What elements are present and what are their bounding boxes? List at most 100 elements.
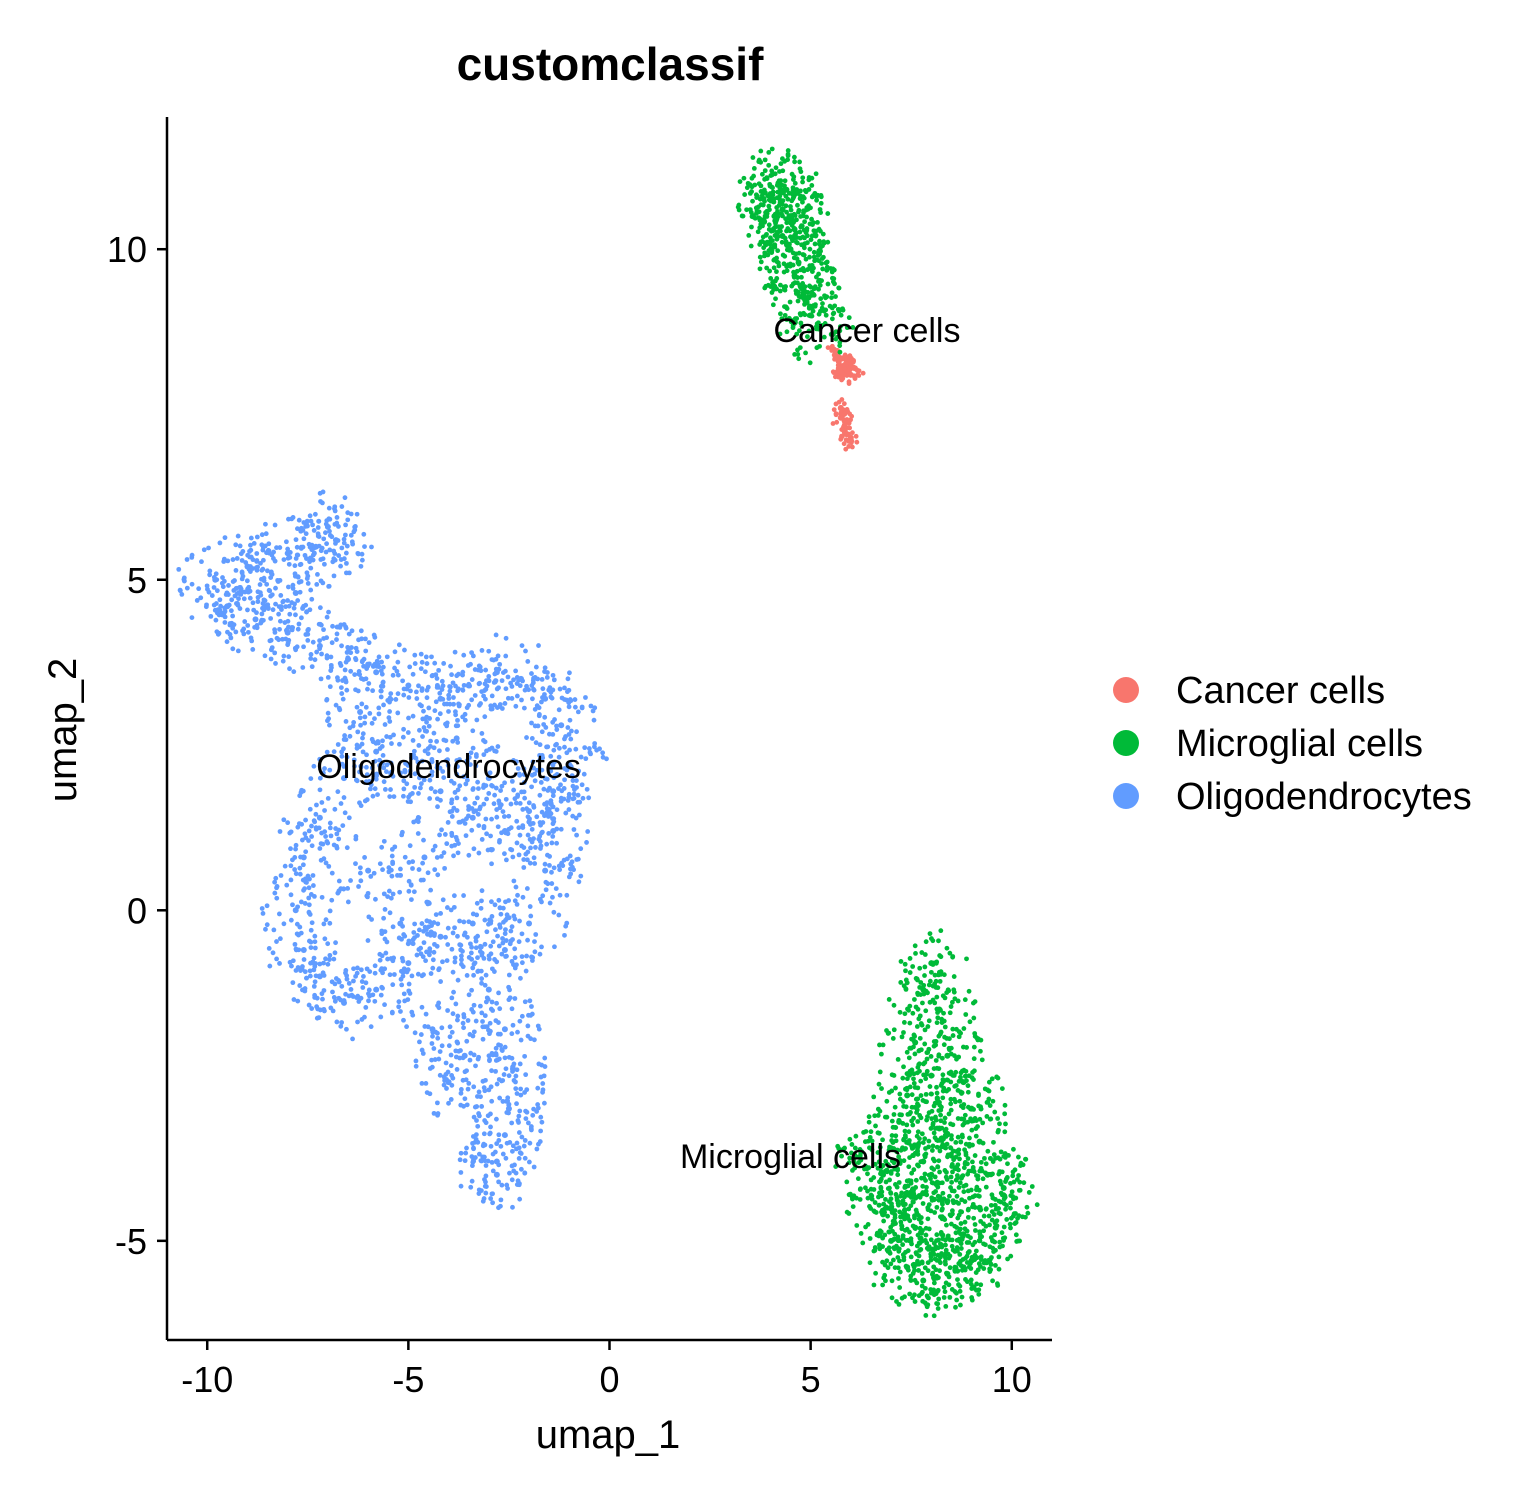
scatter-point-jitter: [961, 1116, 967, 1122]
scatter-point-jitter: [503, 899, 508, 905]
scatter-point-jitter: [333, 826, 339, 831]
scatter-point-jitter: [372, 786, 378, 792]
scatter-point-jitter: [794, 187, 800, 192]
scatter-point-jitter: [922, 952, 928, 957]
scatter-point-jitter: [936, 1275, 941, 1281]
scatter-point-jitter: [792, 180, 798, 186]
scatter-point-jitter: [955, 1277, 960, 1282]
scatter-point-jitter: [785, 196, 791, 202]
scatter-point-jitter: [885, 1265, 891, 1271]
scatter-point-jitter: [212, 607, 218, 613]
scatter-point-jitter: [972, 1252, 978, 1258]
scatter-point-jitter: [265, 602, 271, 608]
scatter-point-jitter: [295, 626, 301, 632]
scatter-point-jitter: [307, 806, 313, 812]
scatter-point-jitter: [529, 736, 535, 741]
scatter-point-jitter: [404, 1024, 409, 1030]
scatter-point-jitter: [455, 740, 461, 745]
scatter-point-jitter: [919, 1283, 925, 1289]
scatter-point-jitter: [953, 1099, 958, 1105]
scatter-point-jitter: [399, 829, 405, 835]
scatter-point-jitter: [189, 615, 195, 620]
scatter-point-jitter: [424, 719, 429, 725]
scatter-point-jitter: [836, 399, 842, 405]
scatter-point-jitter: [809, 292, 815, 298]
scatter-point-jitter: [774, 276, 780, 281]
scatter-point-jitter: [759, 193, 765, 199]
scatter-point-jitter: [474, 1118, 479, 1123]
scatter-point-jitter: [865, 1195, 871, 1201]
scatter-point-jitter: [757, 266, 763, 272]
scatter-point-jitter: [551, 816, 557, 822]
scatter-point-jitter: [947, 1294, 953, 1300]
scatter-point-jitter: [926, 1247, 931, 1252]
scatter-point-jitter: [943, 1242, 948, 1248]
scatter-point-jitter: [360, 731, 366, 737]
scatter-point-jitter: [929, 1165, 935, 1171]
scatter-point-jitter: [343, 522, 348, 528]
scatter-point-jitter: [469, 987, 474, 993]
scatter-point-jitter: [496, 1138, 502, 1143]
scatter-point-jitter: [941, 1042, 947, 1048]
scatter-point-jitter: [542, 665, 548, 671]
scatter-point-jitter: [909, 1170, 915, 1176]
scatter-point-jitter: [399, 955, 405, 961]
scatter-point-jitter: [514, 1067, 520, 1073]
scatter-point-jitter: [903, 968, 908, 974]
scatter-point-jitter: [927, 931, 933, 937]
scatter-point-jitter: [308, 565, 314, 571]
scatter-point-jitter: [427, 946, 433, 952]
scatter-point-jitter: [459, 953, 464, 959]
scatter-point-jitter: [962, 1147, 967, 1153]
scatter-point-jitter: [933, 1039, 939, 1044]
scatter-point-jitter: [960, 1173, 966, 1179]
scatter-point-jitter: [976, 1093, 981, 1098]
scatter-point-jitter: [550, 719, 556, 725]
scatter-point-jitter: [542, 714, 548, 720]
scatter-point-jitter: [897, 1091, 903, 1097]
scatter-point-jitter: [989, 1217, 995, 1223]
scatter-point-jitter: [423, 654, 429, 660]
scatter-point-jitter: [177, 588, 183, 594]
scatter-point-jitter: [1001, 1224, 1007, 1230]
scatter-point-jitter: [795, 351, 801, 357]
scatter-point-jitter: [750, 155, 756, 160]
scatter-point-jitter: [812, 284, 818, 290]
scatter-point-jitter: [965, 1156, 971, 1161]
scatter-point-jitter: [533, 932, 539, 937]
scatter-point-jitter: [488, 1006, 494, 1012]
scatter-point-jitter: [254, 623, 260, 628]
scatter-point-jitter: [298, 528, 304, 534]
scatter-point-jitter: [470, 1009, 476, 1015]
scatter-point-jitter: [358, 563, 364, 569]
scatter-point-jitter: [1008, 1205, 1013, 1211]
scatter-point-jitter: [517, 918, 522, 924]
scatter-point-jitter: [910, 1122, 916, 1128]
scatter-point-jitter: [475, 1139, 481, 1145]
scatter-point-jitter: [523, 1116, 529, 1122]
scatter-point-jitter: [996, 1127, 1001, 1133]
scatter-point-jitter: [335, 742, 341, 747]
scatter-point-jitter: [839, 370, 845, 375]
scatter-point-jitter: [347, 733, 353, 739]
scatter-point-jitter: [767, 235, 773, 241]
scatter-point-jitter: [323, 917, 329, 923]
scatter-point-jitter: [234, 601, 239, 606]
scatter-point-jitter: [894, 1299, 899, 1304]
scatter-point-jitter: [938, 1007, 943, 1013]
scatter-point-jitter: [969, 1159, 975, 1165]
scatter-point-jitter: [800, 266, 806, 271]
scatter-point-jitter: [469, 944, 475, 950]
scatter-point-jitter: [325, 941, 331, 947]
scatter-point-jitter: [980, 1176, 986, 1182]
scatter-point-jitter: [483, 686, 489, 692]
scatter-point-jitter: [382, 722, 388, 727]
scatter-point-jitter: [372, 716, 377, 722]
scatter-point-jitter: [381, 891, 387, 897]
scatter-point-jitter: [432, 843, 438, 849]
scatter-point-jitter: [449, 814, 455, 819]
scatter-point-jitter: [983, 1223, 989, 1229]
scatter-point-jitter: [533, 845, 538, 850]
scatter-point-jitter: [268, 570, 274, 576]
